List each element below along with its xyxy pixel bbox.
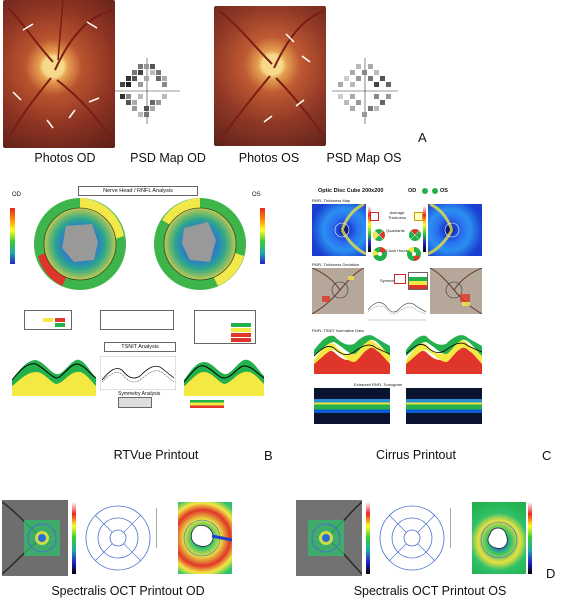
- colorbar-cirrus-os: [423, 206, 426, 252]
- spectralis-os-colorbar-right: [528, 502, 532, 574]
- avg-thickness-os-box: [414, 212, 423, 221]
- distribution-legend: [408, 272, 428, 290]
- spectralis-os-fundus: [296, 500, 363, 576]
- label-rnfl-tsnit-normative-data: RNFL TSNIT Normative Data: [312, 328, 364, 333]
- spectralis-os-etdrs-grid: [379, 505, 445, 571]
- rnfl-map-od: [34, 198, 126, 290]
- fundus-photo-os: [214, 6, 326, 146]
- spectralis-os-info: [450, 508, 473, 548]
- rtvue-header: Nerve Head / RNFL Analysis: [78, 186, 198, 196]
- rtvue-os-label: OS: [252, 192, 261, 198]
- label-quadrants: Quadrants: [386, 228, 405, 233]
- cirrus-tsnit-overlay: [368, 302, 426, 321]
- thickness-map-os: [427, 202, 482, 256]
- od-indicator-icon: [422, 188, 428, 194]
- label-rnfl-thickness-map: RNFL Thickness Map: [312, 198, 351, 203]
- normative-plot-od: [314, 334, 390, 374]
- quadrants-os: [409, 229, 421, 241]
- tsnit-symmetry-plot: [100, 356, 176, 390]
- colorbar-os: [260, 208, 265, 264]
- label-clock-hours: Clock Hours: [386, 248, 408, 253]
- rnfl-map-os: [154, 198, 246, 290]
- symmetry-values: [118, 397, 152, 408]
- os-indicator-icon: [432, 188, 438, 194]
- rtvue-printout: Nerve Head / RNFL Analysis OD OS: [8, 186, 270, 408]
- spectralis-os: [294, 498, 542, 578]
- cirrus-printout: Optic Disc Cube 200x200 OD OS RNFL Thick…: [310, 188, 486, 438]
- thickness-map-od: [312, 202, 367, 256]
- panel-c-letter: C: [542, 448, 552, 463]
- caption-spectralis-od: Spectralis OCT Printout OD: [51, 584, 205, 598]
- cirrus-od-label: OD: [408, 188, 417, 194]
- tomogram-od: [314, 388, 390, 424]
- psd-map-os: [330, 56, 400, 126]
- caption-spectralis-os: Spectralis OCT Printout OS: [353, 584, 507, 598]
- fundus-photo-od: [3, 0, 115, 148]
- cirrus-os-label: OS: [440, 188, 448, 194]
- rtvue-od-label: OD: [12, 192, 21, 198]
- clock-hours-os: [407, 246, 421, 261]
- os-legend: [190, 400, 224, 408]
- rtvue-table-1: [24, 310, 72, 330]
- avg-thickness-od-box: [370, 212, 379, 221]
- spectralis-os-colorbar: [366, 502, 370, 574]
- spectralis-od-map: [178, 502, 233, 574]
- deviation-map-od: [311, 267, 365, 315]
- label-average-thickness: Average Thickness: [387, 210, 406, 220]
- normative-plot-os: [406, 334, 482, 374]
- panel-a-letter: A: [418, 130, 427, 145]
- tomogram-os: [406, 388, 482, 424]
- rtvue-table-2: [100, 310, 174, 330]
- label-extracted-rnfl-tomogram: Extracted RNFL Tomogram: [354, 382, 403, 387]
- caption-psd-map-os: PSD Map OS: [326, 151, 402, 165]
- spectralis-od-etdrs-grid: [85, 505, 151, 571]
- symmetry-analysis-label: Symmetry Analysis: [118, 391, 161, 397]
- colorbar-od: [10, 208, 15, 264]
- spectralis-od-colorbar: [72, 502, 76, 574]
- psd-map-od: [112, 56, 182, 126]
- tsnit-plot-os: [184, 356, 264, 396]
- caption-rtvue: RTVue Printout: [113, 448, 199, 462]
- panel-b-letter: B: [264, 448, 273, 463]
- deviation-map-os: [429, 267, 483, 315]
- caption-photos-od: Photos OD: [34, 151, 96, 165]
- clock-hours-od: [372, 247, 387, 261]
- spectralis-od: [0, 498, 233, 578]
- spectralis-os-map: [472, 502, 526, 574]
- colorbar-cirrus-od: [368, 206, 371, 252]
- caption-photos-os: Photos OS: [238, 151, 300, 165]
- quadrants-od: [373, 229, 385, 241]
- rtvue-table-3: [194, 310, 256, 344]
- label-symmetry: Symmetry: [380, 278, 398, 283]
- spectralis-od-info: [156, 508, 179, 548]
- symmetry-box: [394, 274, 406, 284]
- cirrus-header: Optic Disc Cube 200x200: [318, 188, 384, 194]
- panel-d-letter: D: [546, 566, 556, 581]
- caption-psd-map-od: PSD Map OD: [130, 151, 206, 165]
- caption-cirrus: Cirrus Printout: [376, 448, 456, 462]
- tsnit-plot-od: [12, 356, 96, 396]
- tsnit-header: TSNIT Analysis: [104, 342, 176, 352]
- label-rnfl-thickness-deviation: RNFL Thickness Deviation: [312, 262, 360, 267]
- spectralis-od-fundus: [1, 500, 68, 576]
